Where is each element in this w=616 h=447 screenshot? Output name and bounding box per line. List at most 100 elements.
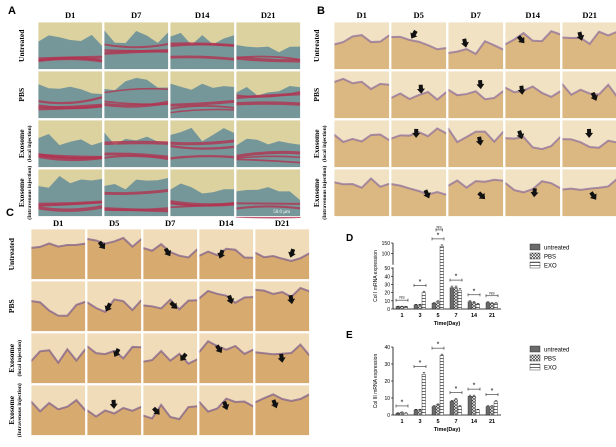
significance-label: *	[491, 388, 494, 395]
tissue-region	[562, 179, 616, 217]
micrograph-border	[235, 168, 301, 217]
legend-swatch-EXO	[529, 261, 541, 269]
collagen-streak	[103, 100, 169, 108]
micrograph-border	[198, 384, 254, 436]
micrograph-c-r1-c4	[254, 280, 310, 332]
bar-PBS-7	[453, 399, 458, 416]
epidermis-edge	[198, 339, 254, 356]
micrograph-border	[37, 21, 103, 70]
significance-label: *	[437, 232, 440, 239]
collagen-streak	[103, 152, 169, 159]
micrograph-b-r3-c1	[390, 168, 447, 217]
bar-EXO-1	[403, 306, 408, 310]
significance-label: NS	[399, 296, 405, 300]
micrograph-border	[103, 70, 169, 119]
x-tick-label: 5	[436, 419, 439, 425]
row-sublabel-b-2: (local injection)	[321, 125, 328, 162]
arrow-marker	[163, 247, 172, 257]
tissue-region	[170, 183, 235, 217]
collagen-streak	[235, 202, 301, 205]
micrograph-b-r1-c0	[333, 70, 390, 119]
significance-label: *	[419, 279, 422, 286]
column-header-b-1: D5	[414, 10, 424, 20]
epidermis-edge	[198, 289, 254, 304]
arrow-marker	[104, 302, 112, 312]
row-label-b-2: Exosome	[312, 129, 321, 158]
micrograph-border	[86, 384, 142, 436]
collagen-streak	[103, 207, 169, 212]
micrograph-border	[198, 280, 254, 332]
y-axis-label: Col I mRNA expression	[373, 250, 379, 302]
micrograph-a-r0-c2	[169, 21, 235, 70]
legend-label-PBS: PBS	[544, 255, 556, 261]
bar-untreated-14	[467, 301, 472, 310]
bar-EXO-7	[457, 289, 462, 310]
micrograph-border	[447, 70, 504, 119]
bar-untreated-3	[413, 304, 418, 310]
y-tick-label: 50	[384, 266, 390, 272]
x-tick-label: 14	[471, 313, 478, 319]
micrograph-border	[235, 21, 301, 70]
x-axis-label: Time(Day)	[434, 321, 461, 327]
bar-EXO-21	[493, 303, 498, 310]
column-header-c-0: D1	[53, 218, 63, 228]
micrograph-border	[142, 280, 198, 332]
row-label-c-3: Exosome	[7, 395, 16, 424]
epidermis-edge	[254, 286, 310, 299]
row-label-b-3: Exosome	[312, 178, 321, 207]
collagen-streak	[103, 43, 169, 49]
tissue-region	[87, 346, 142, 384]
chart-d-letter: D	[346, 233, 353, 244]
micrograph-a-r2-c2	[169, 119, 235, 168]
arrow-marker	[288, 248, 296, 258]
bar-PBS-14	[471, 396, 476, 416]
collagen-streak	[103, 87, 169, 94]
bar-untreated-21	[485, 302, 490, 310]
bar-EXO-5	[439, 355, 444, 416]
micrograph-c-r1-c2	[142, 280, 198, 332]
epidermis-edge	[30, 242, 86, 249]
micrograph-b-r0-c1	[390, 21, 447, 70]
micrograph-border	[30, 384, 86, 436]
micrograph-border	[235, 119, 301, 168]
bar-PBS-14	[471, 302, 476, 310]
micrograph-border	[198, 332, 254, 384]
bar-untreated-21	[485, 406, 490, 416]
column-header-b-4: D21	[582, 10, 597, 20]
micrograph-border	[254, 280, 310, 332]
arrow-marker	[287, 294, 296, 305]
micrograph-c-r3-c2	[142, 384, 198, 436]
epidermis-edge	[333, 133, 391, 144]
micrograph-b-r3-c3	[504, 168, 561, 217]
bar-PBS-3	[417, 304, 422, 310]
significance-label: *	[455, 386, 458, 393]
micrograph-a-r3-c2	[169, 168, 235, 217]
epidermis-edge	[504, 180, 561, 194]
micrograph-border	[142, 228, 198, 280]
epidermis-edge	[504, 135, 562, 151]
micrograph-a-r1-c3	[235, 70, 301, 119]
micrograph-border	[86, 280, 142, 332]
micrograph-a-r1-c1	[103, 70, 169, 119]
tissue-region	[334, 178, 390, 217]
epidermis-edge	[198, 397, 254, 413]
collagen-streak	[169, 154, 235, 160]
collagen-streak	[169, 42, 235, 47]
micrograph-border	[86, 228, 142, 280]
arrow-marker	[221, 400, 230, 411]
tissue-region	[391, 92, 447, 119]
tissue-region	[87, 237, 142, 280]
column-header-c-4: D21	[275, 218, 290, 228]
legend-label-EXO: EXO	[544, 264, 557, 270]
tissue-region	[391, 128, 447, 168]
collagen-streak	[37, 104, 103, 110]
y-tick-label: 30	[384, 362, 390, 368]
tissue-region	[199, 341, 254, 384]
arrow-marker	[410, 29, 418, 39]
significance-label: *	[473, 383, 476, 390]
micrograph-border	[504, 21, 561, 70]
bar-untreated-7	[449, 287, 454, 310]
bar-PBS-21	[489, 406, 494, 416]
micrograph-c-r2-c4	[254, 332, 311, 384]
epidermis-edge	[86, 345, 142, 360]
